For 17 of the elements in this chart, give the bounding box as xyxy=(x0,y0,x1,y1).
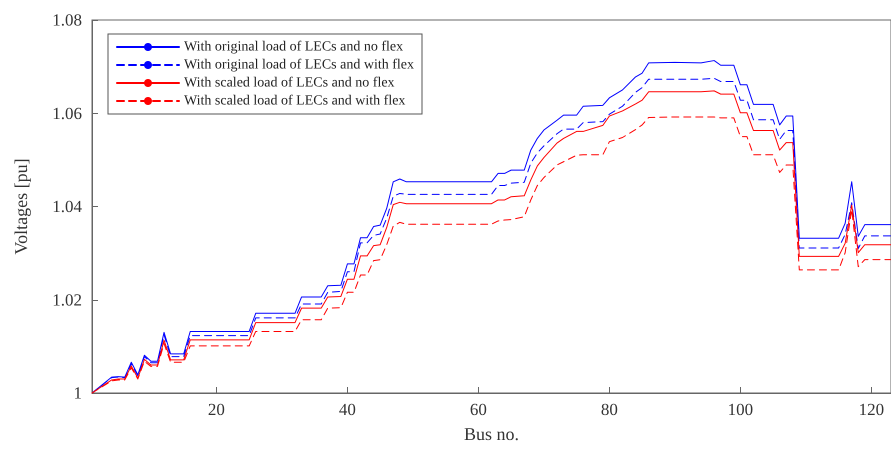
x-axis-title: Bus no. xyxy=(464,424,520,444)
legend-label: With original load of LECs and with flex xyxy=(184,58,414,72)
y-axis-title: Voltages [pu] xyxy=(11,158,31,255)
y-tick-label: 1.04 xyxy=(52,197,82,216)
x-tick-label: 20 xyxy=(208,400,225,419)
y-tick-label: 1.06 xyxy=(52,104,82,123)
x-tick-label: 100 xyxy=(728,400,754,419)
y-tick-label: 1.02 xyxy=(52,290,82,310)
x-tick-label: 120 xyxy=(858,400,884,419)
legend-label: With original load of LECs and no flex xyxy=(184,40,404,54)
x-tick-label: 40 xyxy=(338,400,356,419)
x-tick-label: 80 xyxy=(600,400,618,419)
legend-label: With scaled load of LECs and with flex xyxy=(184,94,406,108)
y-tick-label: 1 xyxy=(74,384,82,402)
legend-label: With scaled load of LECs and no flex xyxy=(184,76,395,90)
y-tick-label: 1.08 xyxy=(52,10,82,30)
x-tick-label: 60 xyxy=(470,400,487,419)
